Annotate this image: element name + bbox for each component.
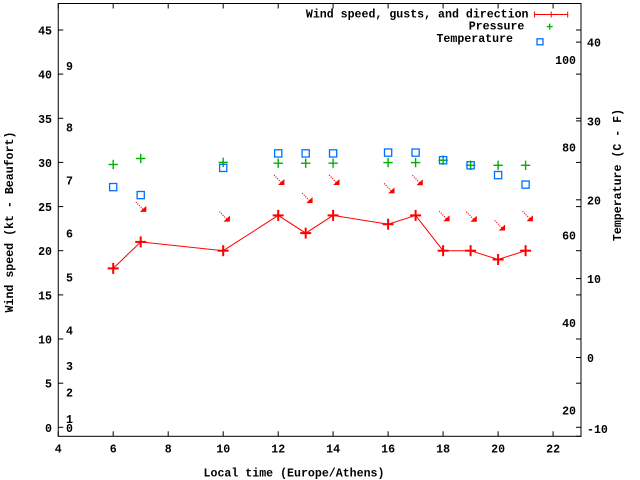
svg-text:3: 3 xyxy=(66,361,73,374)
svg-text:80: 80 xyxy=(562,143,576,156)
svg-text:6: 6 xyxy=(66,229,73,242)
svg-text:20: 20 xyxy=(587,195,601,208)
svg-text:18: 18 xyxy=(436,444,450,457)
svg-text:22: 22 xyxy=(546,444,560,457)
svg-text:12: 12 xyxy=(271,444,285,457)
svg-text:35: 35 xyxy=(38,114,52,127)
svg-text:10: 10 xyxy=(216,444,230,457)
svg-text:7: 7 xyxy=(66,176,73,189)
svg-text:6: 6 xyxy=(110,444,117,457)
svg-text:10: 10 xyxy=(587,274,601,287)
svg-text:Local time (Europe/Athens): Local time (Europe/Athens) xyxy=(204,467,385,480)
svg-text:8: 8 xyxy=(66,123,73,136)
svg-text:8: 8 xyxy=(165,444,172,457)
svg-text:0: 0 xyxy=(587,353,594,366)
svg-text:40: 40 xyxy=(38,70,52,83)
svg-text:-10: -10 xyxy=(587,424,608,437)
svg-text:60: 60 xyxy=(562,230,576,243)
svg-text:20: 20 xyxy=(38,246,52,259)
svg-text:Wind speed, gusts, and directi: Wind speed, gusts, and direction xyxy=(306,8,529,21)
svg-text:45: 45 xyxy=(38,26,52,39)
svg-text:5: 5 xyxy=(66,273,73,286)
svg-text:4: 4 xyxy=(66,326,73,339)
svg-text:0: 0 xyxy=(45,423,52,436)
svg-text:14: 14 xyxy=(326,444,340,457)
svg-text:100: 100 xyxy=(555,55,576,68)
svg-text:20: 20 xyxy=(562,406,576,419)
svg-text:10: 10 xyxy=(38,335,52,348)
svg-text:15: 15 xyxy=(38,290,52,303)
svg-text:40: 40 xyxy=(562,318,576,331)
svg-text:Wind speed (kt - Beaufort): Wind speed (kt - Beaufort) xyxy=(4,132,17,313)
svg-text:5: 5 xyxy=(45,379,52,392)
svg-text:Pressure: Pressure xyxy=(469,21,525,34)
svg-text:4: 4 xyxy=(55,444,62,457)
svg-text:1: 1 xyxy=(66,414,73,427)
svg-text:9: 9 xyxy=(66,61,73,74)
svg-text:25: 25 xyxy=(38,202,52,215)
svg-text:16: 16 xyxy=(381,444,395,457)
svg-text:40: 40 xyxy=(587,38,601,51)
svg-text:30: 30 xyxy=(38,158,52,171)
svg-text:Temperature: Temperature xyxy=(436,33,513,46)
svg-text:2: 2 xyxy=(66,388,73,401)
svg-text:20: 20 xyxy=(491,444,505,457)
svg-text:30: 30 xyxy=(587,116,601,129)
svg-text:Temperature (C - F): Temperature (C - F) xyxy=(612,109,625,241)
